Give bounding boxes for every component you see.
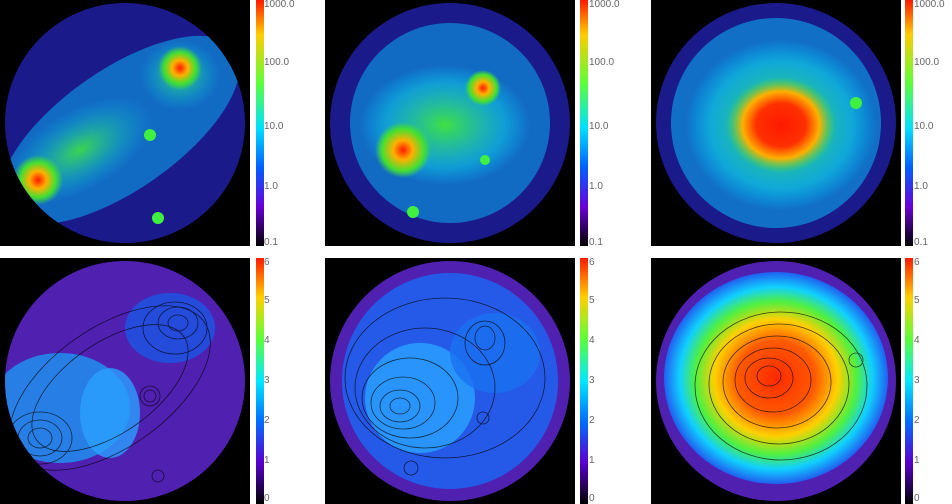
colorbar-tick: 1: [914, 455, 920, 466]
colorbar-tick: 0: [914, 493, 920, 504]
ratio-map-panel-3: [651, 258, 901, 504]
colorbar-tick: 10.0: [264, 121, 284, 132]
colorbar-tick: 0: [264, 493, 270, 504]
colorbar-linear: [256, 258, 264, 504]
colorbar-tick: 1: [589, 455, 595, 466]
colorbar-tick: 2: [914, 415, 920, 426]
colorbar-tick: 6: [914, 257, 920, 268]
colorbar-tick: 1.0: [589, 181, 603, 192]
intensity-map-panel-1: [0, 0, 250, 246]
colorbar-log: [580, 0, 588, 246]
colorbar-tick: 2: [264, 415, 270, 426]
colorbar-tick: 1000.0: [914, 0, 945, 10]
colorbar-tick: 100.0: [914, 57, 940, 68]
colorbar-tick: 5: [589, 295, 595, 306]
colorbar-tick: 0.1: [589, 237, 603, 248]
colorbar-tick: 1.0: [914, 181, 928, 192]
colorbar-tick: 3: [589, 375, 595, 386]
colorbar-tick: 6: [589, 257, 595, 268]
intensity-map-panel-2: [325, 0, 575, 246]
colorbar-log: [905, 0, 913, 246]
colorbar-tick: 5: [914, 295, 920, 306]
colorbar-log: [256, 0, 264, 246]
colorbar-tick: 0.1: [264, 237, 278, 248]
colorbar-tick: 1000.0: [589, 0, 620, 10]
colorbar-tick: 4: [914, 335, 920, 346]
colorbar-tick: 4: [589, 335, 595, 346]
colorbar-tick: 3: [264, 375, 270, 386]
colorbar-tick: 0: [589, 493, 595, 504]
colorbar-tick: 1.0: [264, 181, 278, 192]
colorbar-tick: 2: [589, 415, 595, 426]
colorbar-tick: 100.0: [589, 57, 615, 68]
colorbar-tick: 6: [264, 257, 270, 268]
colorbar-tick: 3: [914, 375, 920, 386]
colorbar-tick: 4: [264, 335, 270, 346]
intensity-map-panel-3: [651, 0, 901, 246]
colorbar-tick: 1: [264, 455, 270, 466]
colorbar-tick: 1000.0: [264, 0, 295, 10]
colorbar-tick: 0.1: [914, 237, 928, 248]
colorbar-linear: [905, 258, 913, 504]
colorbar-tick: 100.0: [264, 57, 290, 68]
colorbar-tick: 10.0: [589, 121, 609, 132]
colorbar-linear: [580, 258, 588, 504]
colorbar-tick: 5: [264, 295, 270, 306]
colorbar-tick: 10.0: [914, 121, 934, 132]
ratio-map-panel-1: [0, 258, 250, 504]
ratio-map-panel-2: [325, 258, 575, 504]
